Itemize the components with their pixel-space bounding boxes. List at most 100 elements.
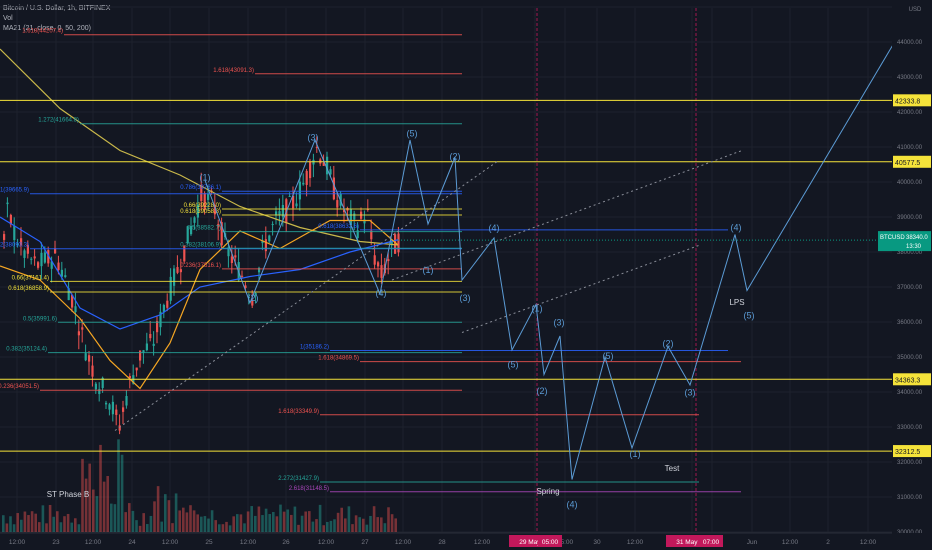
key-level-tag	[893, 373, 931, 386]
wave-label: (5)	[744, 311, 755, 321]
wave-label: (2)	[537, 386, 548, 396]
volume-bar	[214, 520, 217, 532]
wave-label: (5)	[407, 129, 418, 139]
candle-body	[326, 156, 329, 175]
volume-bar	[131, 510, 135, 532]
candle-body	[264, 239, 267, 252]
candle-body	[50, 261, 53, 269]
annotation-label: Test	[665, 464, 680, 473]
volume-bar	[74, 518, 77, 532]
candle-body	[16, 243, 19, 246]
candle-body	[81, 327, 84, 330]
time-marker-tag	[538, 535, 562, 547]
candle-body	[23, 250, 26, 258]
candle-body	[74, 306, 77, 313]
volume-bar	[167, 500, 171, 532]
time-tick-label: 12:00	[162, 539, 179, 546]
candle-body	[159, 311, 162, 328]
annotation-label: LPS	[729, 298, 744, 307]
price-tick-label: 35000.00	[897, 355, 923, 361]
key-level-tag-text: 42333.8	[895, 98, 920, 105]
wave-label: (3)	[554, 318, 565, 328]
candle-body	[152, 343, 155, 346]
annotation-label: Spring	[536, 487, 559, 496]
volume-bar	[117, 439, 120, 532]
volume-bar	[390, 514, 394, 532]
price-tick-label: 34000.00	[897, 390, 923, 396]
price-tick-label: 36000.00	[897, 320, 923, 326]
volume-bar	[9, 516, 12, 532]
time-marker-label: 31 May '21	[676, 539, 708, 546]
candle-body	[349, 209, 352, 226]
key-level-tag-text: 40577.5	[895, 160, 920, 167]
candle-body	[278, 211, 281, 216]
candle-body	[220, 222, 223, 246]
candle-body	[298, 181, 301, 200]
volume-bar	[344, 518, 347, 532]
fib-level-label: 1(35186.2)	[300, 344, 329, 350]
trend-channel-line	[114, 160, 499, 431]
candle-body	[111, 401, 114, 415]
volume-bar	[106, 476, 109, 532]
time-tick-label: 23	[52, 539, 60, 546]
volume-bar	[164, 494, 167, 532]
trend-channel-line	[461, 244, 701, 333]
candle-body	[33, 256, 36, 259]
wave-label: (5)	[508, 360, 519, 370]
ma-200-line	[0, 48, 399, 246]
time-tick-label: 12:00	[782, 539, 799, 546]
volume-bar	[66, 513, 70, 532]
candle-body	[247, 297, 250, 299]
price-tick-label: 31000.00	[897, 495, 923, 501]
time-tick-label: 05:00	[557, 539, 574, 546]
candle-body	[60, 269, 63, 277]
candle-body	[390, 240, 393, 246]
candle-body	[302, 182, 305, 185]
volume-legend: Vol	[3, 15, 13, 22]
ma-slow-line	[0, 216, 399, 330]
candle-body	[67, 288, 70, 301]
fib-level-label: 1.272(41664.8)	[38, 118, 79, 124]
chart-symbol-title: Bitcoin / U.S. Dollar, 1h, BITFINEX	[3, 5, 111, 12]
wave-label: (1)	[532, 304, 543, 314]
volume-bar	[225, 521, 228, 532]
volume-bar	[365, 524, 369, 532]
fib-level-label: 0.618(36858.9)	[8, 286, 49, 292]
fib-level-label: 0.66(37161.4)	[12, 275, 49, 281]
wave-label: (3)	[308, 133, 319, 143]
volume-bar	[336, 512, 340, 532]
candle-body	[149, 334, 152, 339]
volume-bar	[372, 506, 376, 532]
current-price-countdown: 13:30	[906, 244, 922, 250]
candle-body	[145, 343, 148, 351]
candle-body	[84, 353, 87, 361]
fib-level-label: 2.272(31427.9)	[278, 476, 319, 482]
candle-body	[71, 294, 74, 308]
volume-bar	[5, 523, 9, 532]
wave-label: (2)	[450, 151, 461, 161]
candle-body	[241, 275, 244, 277]
candle-body	[261, 240, 264, 244]
volume-bar	[174, 493, 178, 532]
time-tick-label: 26	[282, 539, 290, 546]
volume-bar	[326, 521, 329, 532]
volume-bar	[380, 517, 383, 532]
candle-body	[115, 409, 118, 415]
volume-bar	[351, 524, 354, 532]
price-axis-unit: USD	[909, 7, 922, 13]
fib-level-label: 2.618(31148.5)	[289, 486, 329, 492]
candle-body	[47, 250, 50, 264]
volume-bar	[63, 516, 66, 532]
fib-level-label: 0.382(38106.9)	[180, 242, 221, 248]
time-tick-label: Jun	[747, 539, 758, 546]
volume-bar	[124, 512, 127, 532]
wave-label: (4)	[731, 222, 742, 232]
candle-body	[268, 235, 271, 242]
volume-bar	[59, 522, 63, 532]
volume-bar	[315, 519, 318, 532]
volume-bar	[282, 511, 286, 532]
price-tick-label: 40000.00	[897, 180, 923, 186]
volume-bar	[300, 515, 304, 532]
volume-bar	[56, 511, 59, 532]
